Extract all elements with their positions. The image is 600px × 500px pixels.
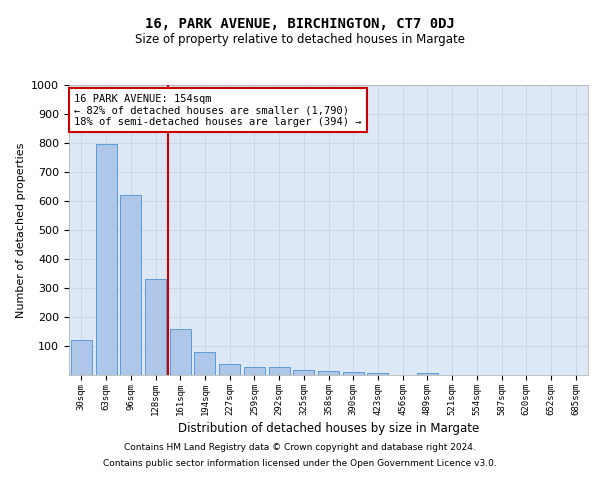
Bar <box>145 280 166 375</box>
Bar <box>417 372 438 375</box>
Text: 16, PARK AVENUE, BIRCHINGTON, CT7 0DJ: 16, PARK AVENUE, BIRCHINGTON, CT7 0DJ <box>145 18 455 32</box>
X-axis label: Distribution of detached houses by size in Margate: Distribution of detached houses by size … <box>178 422 479 435</box>
Text: Contains public sector information licensed under the Open Government Licence v3: Contains public sector information licen… <box>103 460 497 468</box>
Bar <box>318 371 339 375</box>
Bar <box>71 340 92 375</box>
Bar <box>120 195 141 375</box>
Bar <box>219 364 240 375</box>
Bar <box>170 328 191 375</box>
Bar <box>293 370 314 375</box>
Bar <box>194 352 215 375</box>
Text: 16 PARK AVENUE: 154sqm
← 82% of detached houses are smaller (1,790)
18% of semi-: 16 PARK AVENUE: 154sqm ← 82% of detached… <box>74 94 362 127</box>
Text: Size of property relative to detached houses in Margate: Size of property relative to detached ho… <box>135 32 465 46</box>
Bar <box>343 372 364 375</box>
Bar <box>367 373 388 375</box>
Y-axis label: Number of detached properties: Number of detached properties <box>16 142 26 318</box>
Bar <box>269 368 290 375</box>
Text: Contains HM Land Registry data © Crown copyright and database right 2024.: Contains HM Land Registry data © Crown c… <box>124 443 476 452</box>
Bar <box>95 144 116 375</box>
Bar <box>244 367 265 375</box>
